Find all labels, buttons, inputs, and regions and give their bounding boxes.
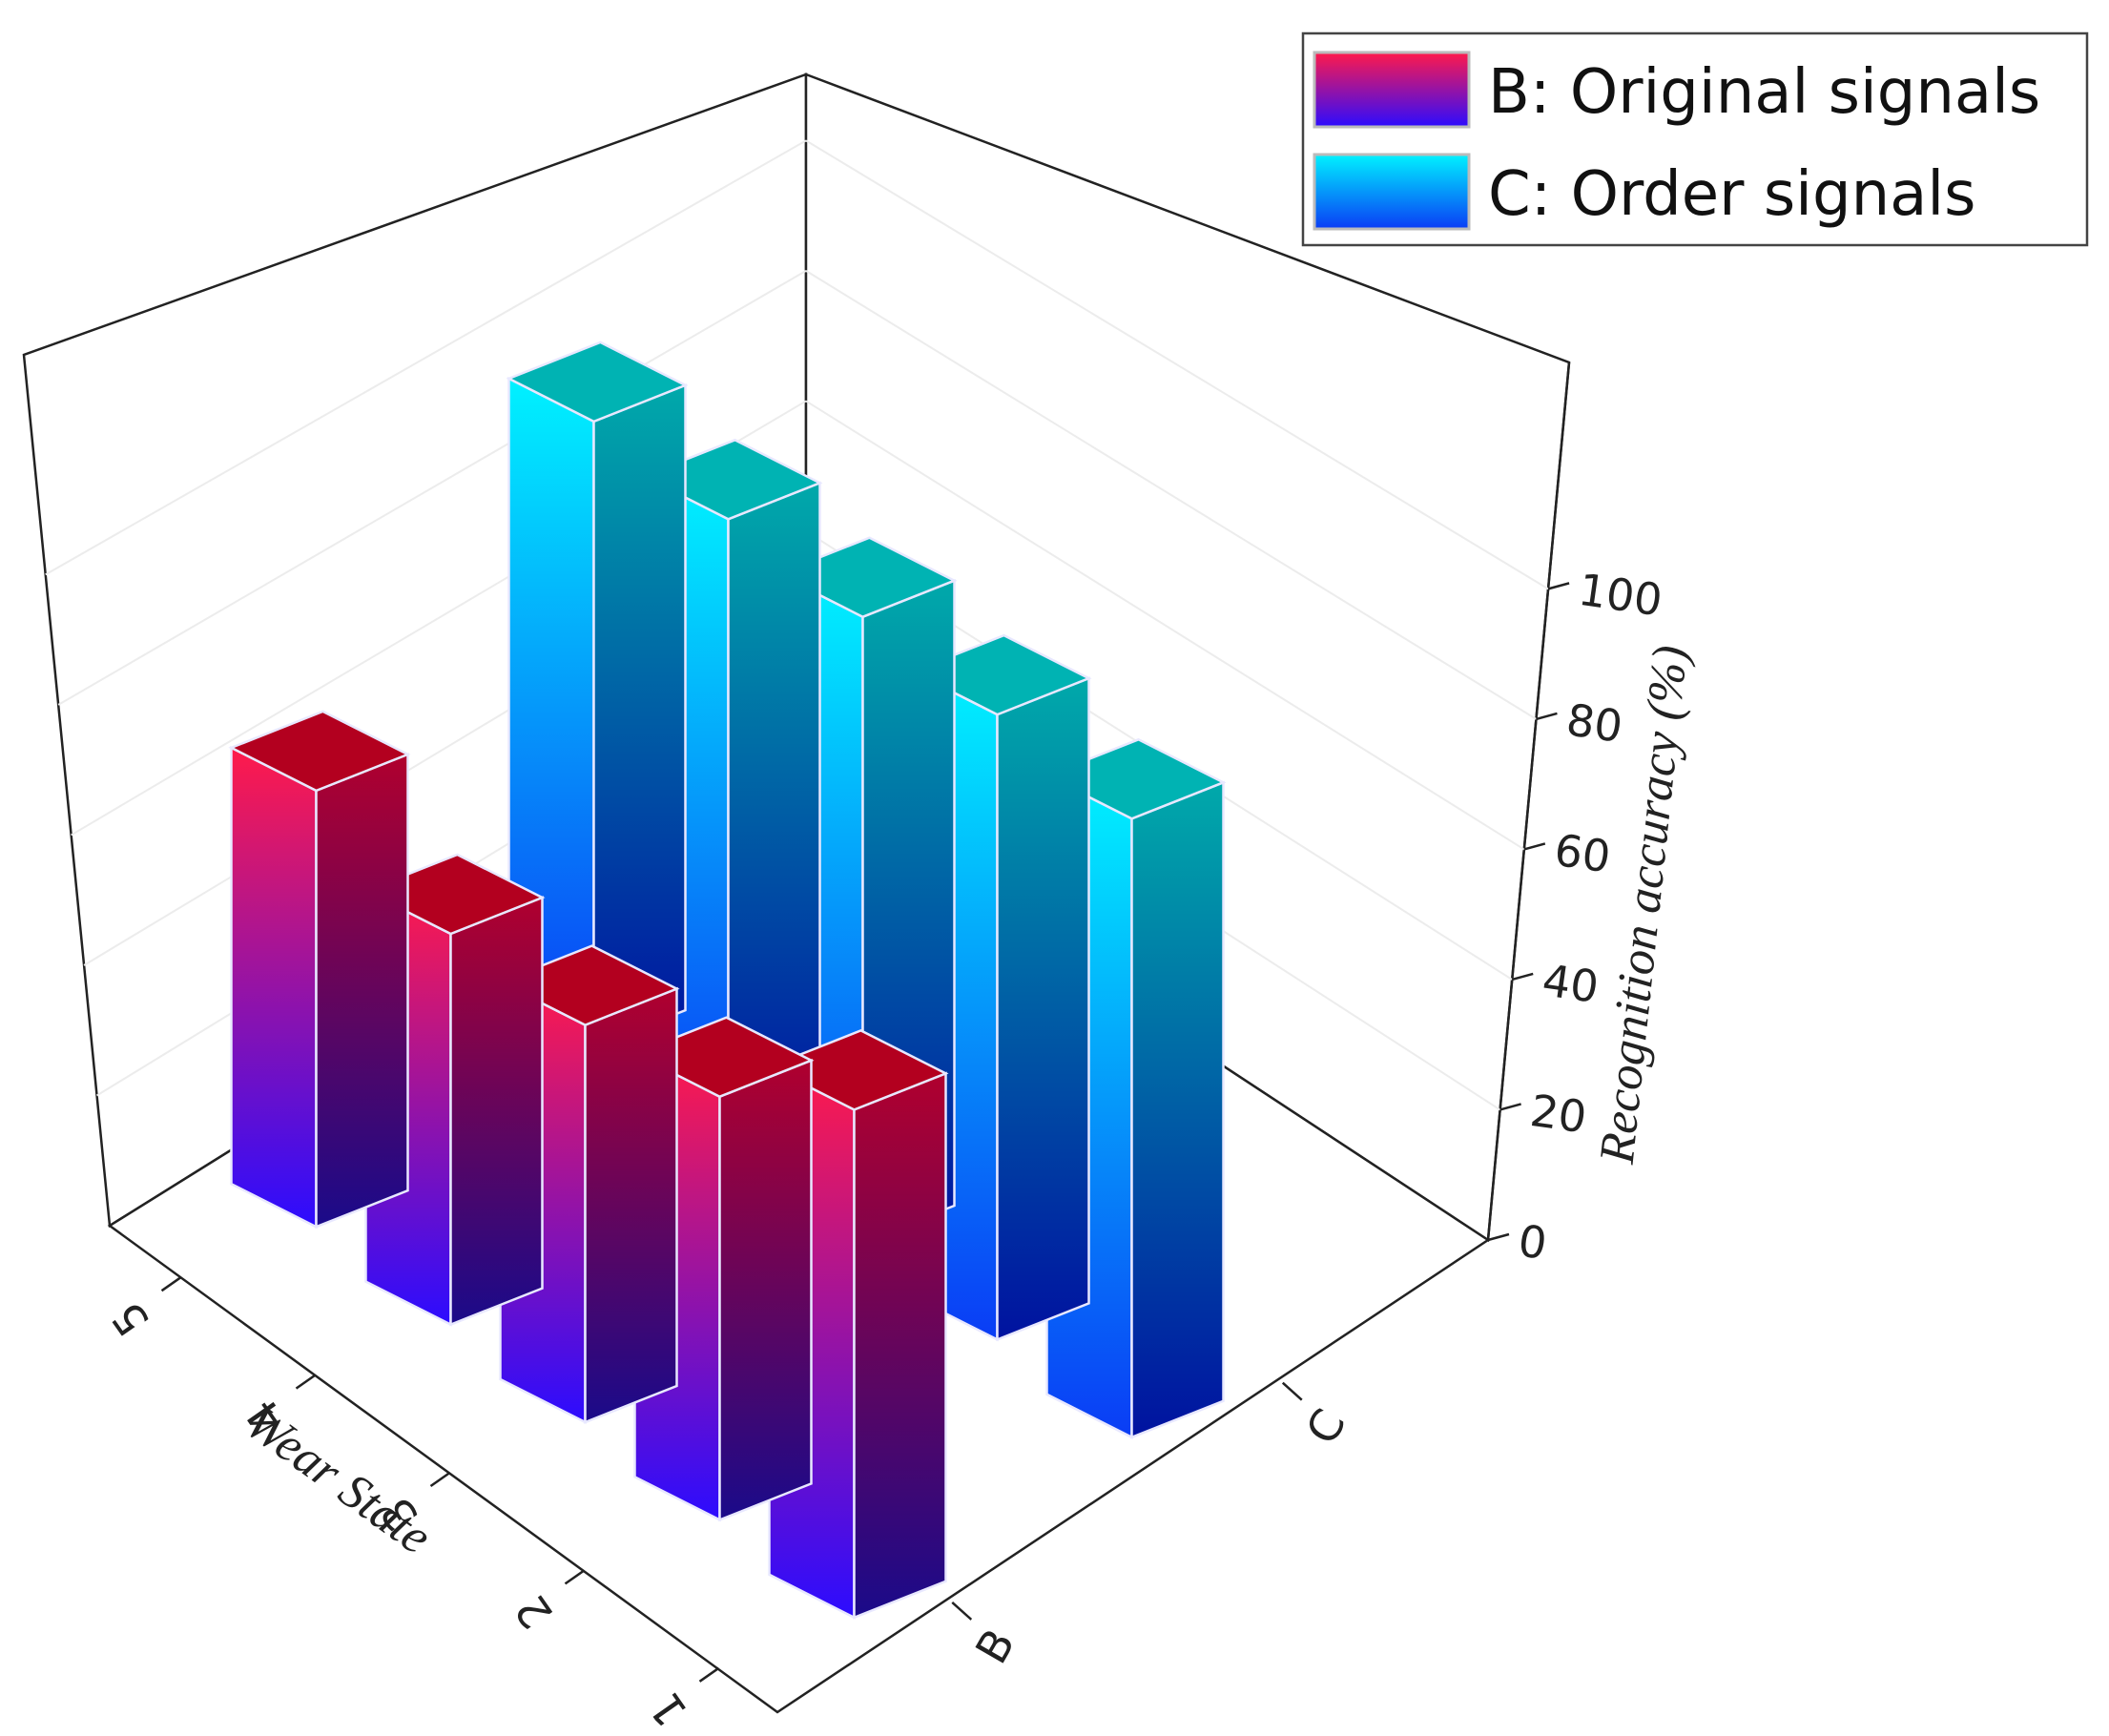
wear-state-tick-mark: [160, 1276, 182, 1292]
bar-C-ws5: [506, 341, 689, 1049]
bar-face-top: [228, 710, 411, 793]
group-tick-label: B: [965, 1621, 1025, 1672]
bar-B-ws5: [228, 710, 411, 1230]
legend-label-C: C: Order signals: [1488, 159, 1975, 230]
gridline: [805, 270, 1537, 720]
group-tick-mark: [1281, 1381, 1303, 1401]
z-tick-label: 0: [1515, 1214, 1550, 1270]
bar-face-top: [631, 1016, 815, 1099]
bar-face-side: [449, 896, 544, 1327]
bar-face-side: [853, 1071, 947, 1620]
bar-face-side: [315, 753, 409, 1230]
wear-state-tick-label: 5: [101, 1292, 159, 1345]
bar-face-top: [766, 1029, 949, 1111]
bar-face-front: [230, 745, 318, 1230]
bars-layer: [228, 341, 1227, 1620]
bar-face-top: [1044, 737, 1227, 820]
bar-face-side: [996, 676, 1090, 1342]
front-z-axis: [1486, 362, 1571, 1241]
z-tick-mark: [1536, 712, 1558, 721]
z-tick-mark: [1511, 972, 1534, 982]
gridline: [805, 400, 1525, 851]
wear-state-tick-label: 2: [505, 1585, 563, 1638]
z-tick-label: 20: [1527, 1085, 1589, 1144]
group-tick-mark: [951, 1601, 973, 1621]
bar-face-top: [362, 853, 546, 936]
legend-swatch-C: [1313, 153, 1471, 231]
z-tick-mark: [1499, 1103, 1521, 1111]
z-tick-label: 40: [1540, 954, 1602, 1013]
bar-face-side: [592, 383, 687, 1049]
bar-face-top: [775, 536, 958, 619]
wear-state-tick-mark: [564, 1569, 586, 1585]
bar-face-side: [1130, 780, 1225, 1439]
group-tick-label: C: [1295, 1400, 1355, 1453]
bar-face-top: [497, 944, 680, 1026]
bar-face-side: [718, 1058, 813, 1522]
wear-state-tick-label: 1: [639, 1684, 697, 1736]
z-tick-mark: [1547, 582, 1570, 590]
wear-state-tick-mark: [698, 1666, 720, 1683]
gridline: [805, 139, 1549, 590]
z-tick-mark: [1487, 1232, 1510, 1242]
legend-swatch-B: [1313, 51, 1471, 129]
bar-face-top: [909, 633, 1092, 716]
z-tick-label: 60: [1551, 824, 1613, 883]
legend-label-B: B: Original signals: [1488, 57, 2040, 128]
bar-face-side: [584, 986, 678, 1424]
bar-face-top: [506, 341, 689, 424]
z-tick-label: 100: [1576, 564, 1665, 627]
gridline: [45, 139, 807, 576]
wear-state-tick-mark: [295, 1374, 317, 1390]
wear-state-tick-mark: [429, 1471, 451, 1488]
z-tick-mark: [1523, 842, 1546, 851]
bar-face-top: [640, 438, 823, 521]
gridline: [57, 270, 807, 706]
legend: B: Original signals C: Order signals: [1301, 31, 2089, 247]
z-tick-label: 80: [1563, 693, 1625, 753]
